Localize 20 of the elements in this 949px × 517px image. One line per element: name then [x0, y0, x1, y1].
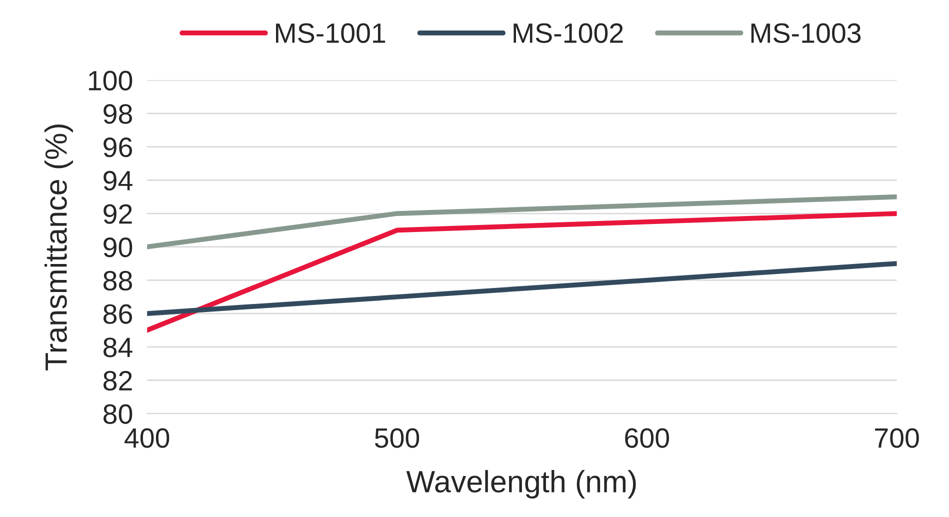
x-tick-label: 600: [625, 428, 669, 448]
y-tick-label: 90: [104, 238, 132, 258]
x-tick-label: 500: [374, 428, 420, 448]
x-tick-label: 700: [875, 428, 919, 448]
y-tick-label: 86: [104, 304, 132, 324]
y-tick-label: 98: [104, 104, 132, 124]
x-tick-label: 400: [124, 428, 170, 448]
y-tick-label: 100: [88, 70, 132, 90]
y-tick-label: 80: [104, 404, 132, 424]
y-tick-label: 84: [104, 338, 132, 358]
legend-label: MS-1001: [276, 23, 386, 43]
y-tick-label: 88: [104, 270, 132, 291]
y-axis-title: Transmittance (%): [44, 124, 73, 370]
legend-label: MS-1002: [514, 23, 623, 43]
legend-label: MS-1003: [751, 23, 861, 43]
x-axis-title: Wavelength (nm): [406, 470, 636, 499]
y-tick-label: 82: [104, 370, 132, 391]
y-tick-label: 96: [104, 137, 132, 158]
y-tick-label: 92: [104, 204, 132, 224]
y-tick-label: 94: [104, 170, 132, 191]
